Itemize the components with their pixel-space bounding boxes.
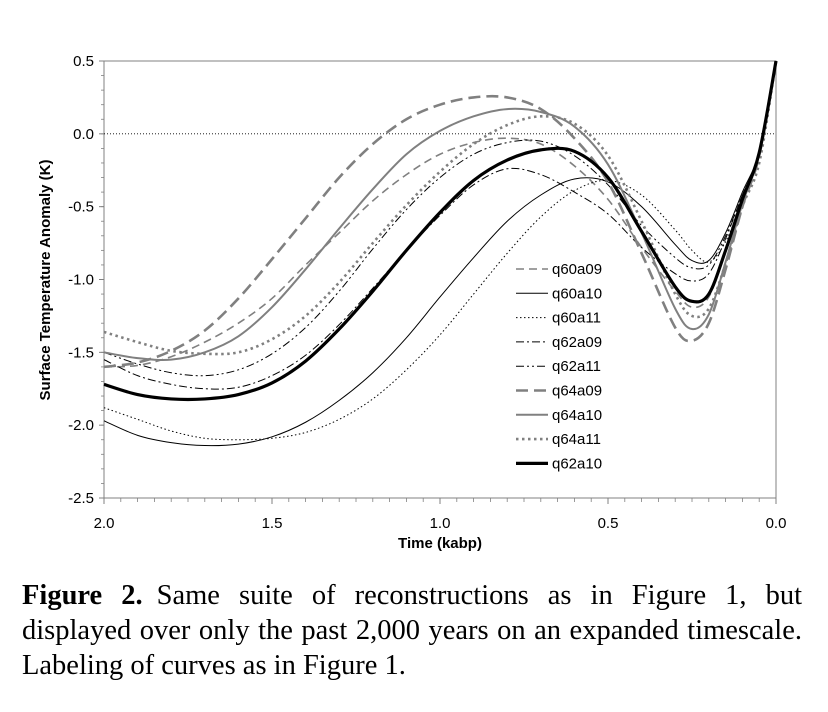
legend-label-q62a09: q62a09 — [552, 334, 602, 351]
x-tick-label: 0.5 — [598, 515, 619, 532]
caption-text: Same suite of reconstructions as in Figu… — [22, 580, 802, 681]
legend-label-q60a10: q60a10 — [552, 285, 602, 302]
y-tick-label: 0.5 — [73, 53, 94, 70]
y-tick-label: 0.0 — [73, 126, 94, 143]
x-tick-label: 2.0 — [94, 515, 115, 532]
series-line-q64a10 — [103, 60, 777, 361]
series-line-q62a11 — [103, 60, 777, 377]
y-tick-label: -1.0 — [68, 272, 94, 289]
legend-label-q62a10: q62a10 — [552, 455, 602, 472]
series-line-q62a10 — [103, 60, 778, 402]
legend-label-q62a11: q62a11 — [552, 358, 601, 375]
legend-label-q64a09: q64a09 — [552, 383, 602, 400]
y-tick-label: -0.5 — [68, 199, 94, 216]
x-axis-title: Time (kabp) — [398, 535, 482, 552]
caption-label: Figure 2. — [22, 580, 143, 611]
y-axis: 0.5 0.0 -0.5 -1.0 -1.5 -2.0 -2.5 — [68, 53, 104, 507]
series-line-q64a11 — [103, 60, 778, 356]
legend-label-q60a11: q60a11 — [552, 310, 601, 327]
series-line-q64a09 — [103, 60, 778, 369]
x-axis: 2.0 1.5 1.0 0.5 0.0 — [94, 498, 787, 532]
chart: 0.50.0-0.5-1.0-1.5-2.0-2.5 2.0 1.5 1.0 0.5 0… — [37, 53, 787, 552]
legend-label-q64a10: q64a10 — [552, 407, 602, 424]
x-tick-label: 1.0 — [430, 515, 451, 532]
legend-label-q60a09: q60a09 — [552, 261, 602, 278]
x-tick-label: 1.5 — [262, 515, 283, 532]
figure-caption: Figure 2. Same suite of reconstructions a… — [22, 578, 802, 683]
series-lines — [103, 60, 778, 447]
plot-area — [103, 60, 777, 499]
series-line-q60a10 — [103, 60, 777, 447]
y-tick-label: -2.0 — [68, 417, 94, 434]
y-tick-label: -1.5 — [68, 344, 94, 361]
y-tick-label: -2.5 — [68, 490, 94, 507]
x-tick-label: 0.0 — [766, 515, 787, 532]
series-line-q62a09 — [103, 60, 777, 390]
y-axis-title: Surface Temperature Anomaly (K) — [37, 160, 54, 401]
legend: q60a09 q60a10 q60a11 q62a09 q62a11 q64a09 q64a… — [516, 261, 602, 472]
legend-label-q64a11: q64a11 — [552, 431, 601, 448]
